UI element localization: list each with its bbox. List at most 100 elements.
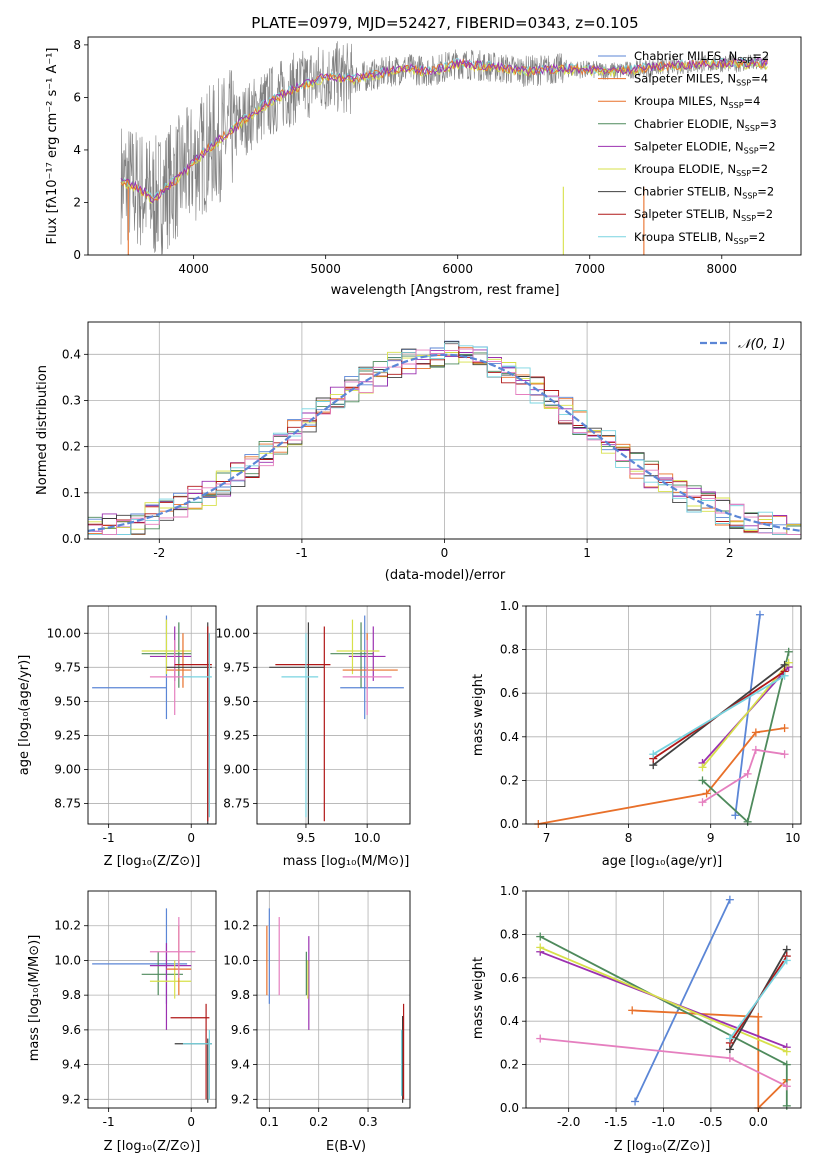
x-tick-label: 9.5 [296,831,315,845]
y-tick-label: 4 [73,143,81,157]
y-tick-label: 6 [73,90,81,104]
y-tick-label: 0.2 [62,440,81,454]
y-tick-label: 0.8 [500,643,519,657]
histogram-ylabel: Normed distribution [35,365,50,495]
y-tick-label: 9.8 [231,988,250,1002]
age-mass-panel: 9.5 10.0 8.75 9.00 9.25 9.50 9.75 10.00 mass [l… [216,605,411,869]
weight-series [702,748,785,803]
y-tick-label: 10.00 [216,626,250,640]
weight-age-ylabel: mass weight [471,674,486,756]
spectrum-xlabel: wavelength [Angstrom, rest frame] [331,283,560,298]
y-tick-label: 0.2 [500,1058,519,1072]
legend-entry: Salpeter STELIB, NSSP=2 [634,207,773,223]
x-tick-label: -0.5 [699,1115,722,1129]
y-tick-label: 9.8 [62,988,81,1002]
weight-age-xlabel: age [log₁₀(age/yr)] [602,854,723,869]
y-tick-label: 0.0 [62,532,81,546]
x-tick-label: -1.0 [652,1115,675,1129]
y-tick-label: 10.0 [223,953,250,967]
y-tick-label: 1.0 [500,884,519,898]
y-tick-label: 0.0 [500,817,519,831]
x-tick-label: 5000 [310,262,341,276]
x-tick-label: 8 [625,831,633,845]
y-tick-label: 0.4 [62,347,81,361]
weight-series [729,959,788,1040]
y-tick-label: 0.4 [500,1014,519,1028]
y-tick-label: 9.2 [62,1092,81,1106]
weight-series [734,614,761,816]
mass-ebv-panel: 0.1 0.2 0.3 9.2 9.4 9.6 9.8 10.0 10.2 E(B-V) [223,890,411,1154]
x-tick-label: 9 [707,831,715,845]
y-tick-label: 8.75 [223,797,250,811]
legend-entry: Chabrier MILES, NSSP=2 [634,49,769,65]
y-tick-label: 9.4 [231,1058,250,1072]
x-tick-label: 0 [441,546,449,560]
normal-curve [87,353,802,532]
spectrum-ylabel: Flux [fλ10⁻¹⁷ erg cm⁻² s⁻¹ A⁻¹] [45,48,60,245]
legend-entry: Kroupa ELODIE, NSSP=2 [634,162,768,178]
y-tick-label: 9.50 [223,694,250,708]
y-tick-label: 9.25 [223,728,250,742]
axes-frame [256,890,411,1109]
axes-frame [525,890,802,1109]
x-tick-label: 2 [726,546,734,560]
y-tick-label: 10.2 [54,919,81,933]
y-tick-label: 10.00 [47,626,81,640]
x-tick-label: 0.1 [260,1115,279,1129]
y-tick-label: 9.00 [223,763,250,777]
x-tick-label: 7 [543,831,551,845]
y-tick-label: 0.8 [500,927,519,941]
x-tick-label: -2 [153,546,165,560]
y-tick-label: 9.6 [62,1023,81,1037]
x-tick-label: 0 [187,831,195,845]
x-tick-label: 4000 [178,262,209,276]
x-tick-label: 1 [583,546,591,560]
histogram-series [88,348,801,535]
y-tick-label: 9.50 [54,694,81,708]
legend-entry: Chabrier STELIB, NSSP=2 [634,185,774,201]
axes-frame [87,321,802,540]
x-tick-label: -2.0 [557,1115,580,1129]
mass-ebv-xlabel: E(B-V) [326,1139,366,1154]
weight-z-xlabel: Z [log₁₀(Z/Z⊙)] [614,1139,711,1154]
age-z-ylabel: age [log₁₀(age/yr)] [17,655,32,776]
age-mass-xlabel: mass [log₁₀(M/M⊙)] [283,854,410,869]
mass-z-xlabel: Z [log₁₀(Z/Z⊙)] [104,1139,201,1154]
x-tick-label: 0 [187,1115,195,1129]
y-tick-label: 0.1 [62,486,81,500]
y-tick-label: 9.25 [54,728,81,742]
y-tick-label: 1.0 [500,599,519,613]
mass-z-ylabel: mass [log₁₀(M/M⊙)] [27,935,42,1062]
x-tick-label: 7000 [574,262,605,276]
legend-entry: Salpeter MILES, NSSP=4 [634,72,768,88]
axes-frame [525,605,802,825]
x-tick-label: 10.0 [354,831,381,845]
weight-series [701,662,790,768]
legend-entry: Salpeter ELODIE, NSSP=2 [634,139,776,155]
y-tick-label: 0.0 [500,1101,519,1115]
y-tick-label: 10.2 [223,919,250,933]
y-tick-label: 9.2 [231,1092,250,1106]
x-tick-label: -1 [296,546,308,560]
weight-z-ylabel: mass weight [471,957,486,1039]
axes-frame [87,36,802,256]
age-z-xlabel: Z [log₁₀(Z/Z⊙)] [104,854,201,869]
weight-z-panel: -2.0 -1.5 -1.0 -0.5 0.0 0.0 0.2 0.4 0.6 0.8 1.0 Z … [471,884,802,1154]
observed-spectrum [120,41,769,255]
mass-z-panel: -1 09.29.49.69.810.010.2 Z [log₁₀(Z/Z⊙)] … [27,890,217,1154]
weight-series [634,899,731,1102]
x-tick-label: -1 [103,1115,115,1129]
x-tick-label: -1 [103,831,115,845]
histogram-xlabel: (data-model)/error [385,568,506,583]
y-tick-label: 8 [73,38,81,52]
x-tick-label: 0.2 [309,1115,328,1129]
legend-entry: 𝒩(0, 1) [738,337,785,352]
y-tick-label: 0.4 [500,730,519,744]
histogram-panel: -2 -1 0 1 2 0.0 0.1 0.2 0.3 0.4 𝒩(0, 1) (data-mode… [35,321,802,583]
x-tick-label: 8000 [707,262,738,276]
y-tick-label: 9.6 [231,1023,250,1037]
spectrum-panel: 4000 5000 6000 7000 8000 0 2 4 6 8 Chabrier MILES,… [45,36,802,298]
y-tick-label: 0.2 [500,773,519,787]
weight-series [652,675,786,755]
